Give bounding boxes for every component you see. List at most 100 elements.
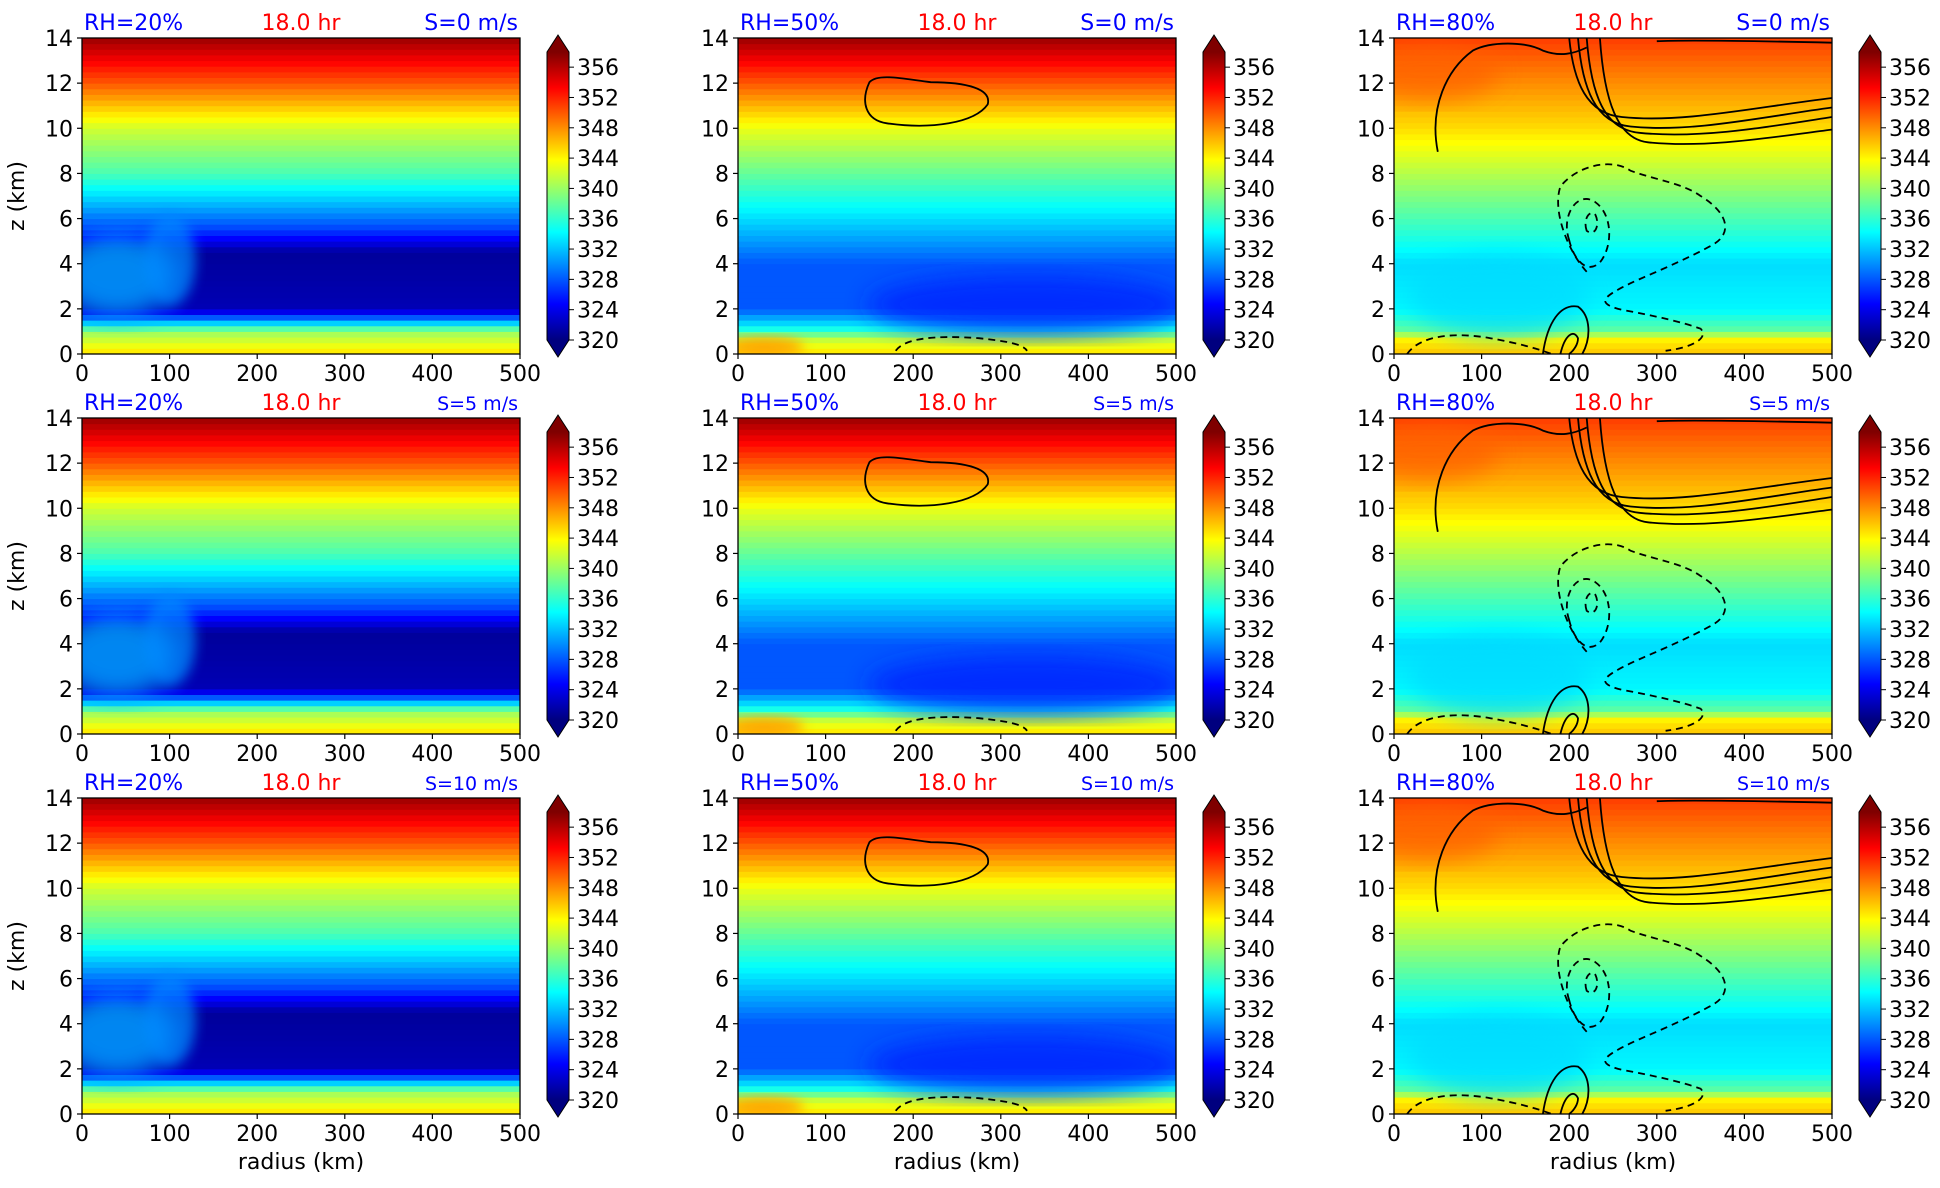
- field-band: [1394, 479, 1832, 487]
- colorbar-tick-label: 344: [577, 527, 619, 552]
- field-band: [738, 870, 1176, 878]
- field-band: [738, 899, 1176, 906]
- contour-fill: [1394, 798, 1832, 1114]
- x-tick-label: 200: [892, 1122, 934, 1147]
- x-tick-label: 0: [75, 742, 89, 767]
- contour-negative: [1406, 334, 1553, 354]
- y-tick-label: 2: [59, 678, 73, 703]
- field-band: [738, 496, 1176, 504]
- field-band: [1394, 699, 1832, 707]
- y-tick-label: 0: [59, 343, 73, 368]
- colorbar-tick-label: 332: [1233, 238, 1275, 263]
- field-band: [738, 1017, 1176, 1025]
- field-band: [1394, 1068, 1832, 1075]
- field-band: [82, 325, 520, 332]
- field-band: [82, 955, 520, 963]
- field-band: [1394, 297, 1832, 304]
- colorbar-extend-max: [547, 35, 569, 52]
- field-band: [1394, 251, 1832, 259]
- y-tick-label: 8: [59, 922, 73, 947]
- colorbar-tick-label: 324: [1233, 1059, 1275, 1084]
- field-band: [1394, 677, 1832, 684]
- field-band: [738, 161, 1176, 169]
- time-label: 18.0 hr: [262, 11, 342, 36]
- y-tick-label: 4: [1371, 1013, 1385, 1038]
- field-band: [1394, 1074, 1832, 1081]
- field-band: [738, 88, 1176, 95]
- axes-frame: [737, 37, 1177, 355]
- colorbar-tick-label: 336: [1233, 968, 1275, 993]
- field-band: [82, 263, 520, 270]
- field-band: [738, 603, 1176, 611]
- field-band: [82, 257, 520, 265]
- field-band: [738, 485, 1176, 492]
- colorbar-tick-label: 332: [1233, 618, 1275, 643]
- x-tick-label: 200: [1548, 1122, 1590, 1147]
- field-band: [82, 899, 520, 906]
- field-band: [1394, 268, 1832, 276]
- y-tick-label: 14: [1357, 27, 1385, 52]
- field-band: [738, 798, 1176, 805]
- field-band: [1394, 682, 1832, 690]
- field-band: [82, 682, 520, 690]
- field-band: [82, 859, 520, 867]
- y-tick-label: 4: [59, 1013, 73, 1038]
- field-band: [1394, 938, 1832, 946]
- field-band: [82, 1090, 520, 1098]
- field-band: [82, 268, 520, 276]
- field-band: [82, 502, 520, 509]
- colorbar-tick-label: 332: [1889, 238, 1931, 263]
- contour-fill: [82, 798, 520, 1114]
- field-band: [1394, 581, 1832, 588]
- y-tick-label: 12: [701, 72, 729, 97]
- contour-negative: [1566, 198, 1611, 268]
- field-band: [738, 462, 1176, 470]
- field-band: [1394, 336, 1832, 344]
- field-band: [738, 978, 1176, 985]
- field-band: [82, 995, 520, 1002]
- field-band: [82, 887, 520, 895]
- field-band: [738, 71, 1176, 78]
- shear-label: S=5 m/s: [437, 393, 518, 415]
- field-anomaly: [1409, 1015, 1590, 1096]
- x-tick-label: 400: [411, 742, 453, 767]
- shear-label: S=10 m/s: [1081, 773, 1174, 795]
- field-band: [738, 223, 1176, 231]
- field-band: [1394, 524, 1832, 532]
- contour-positive: [1656, 39, 1832, 44]
- field-band: [82, 631, 520, 639]
- field-band: [1394, 206, 1832, 214]
- field-band: [1394, 592, 1832, 600]
- field-band: [738, 251, 1176, 259]
- field-band: [82, 569, 520, 577]
- field-band: [738, 865, 1176, 872]
- colorbar: 320 324 328 332 336 340 344 348 352 356: [1858, 794, 1931, 1118]
- colorbar-tick-label: 344: [1233, 147, 1275, 172]
- field-band: [738, 212, 1176, 220]
- field-band: [1394, 552, 1832, 560]
- y-tick-label: 4: [715, 1013, 729, 1038]
- contour-lines: [1406, 418, 1832, 734]
- shear-label: S=0 m/s: [1080, 11, 1174, 36]
- field-band: [1394, 195, 1832, 203]
- contour-negative: [1584, 212, 1599, 234]
- field-band: [82, 1074, 520, 1081]
- field-band: [82, 558, 520, 566]
- y-tick-label: 0: [715, 1103, 729, 1128]
- x-tick-label: 0: [75, 1122, 89, 1147]
- colorbar-tick-label: 320: [1233, 1089, 1275, 1114]
- colorbar-body: [1203, 812, 1225, 1100]
- shear-label: S=10 m/s: [425, 773, 518, 795]
- field-band: [1394, 955, 1832, 963]
- y-tick-label: 2: [715, 678, 729, 703]
- y-tick-label: 2: [715, 298, 729, 323]
- panel-rh20-s0: 0 100 200 300 400 500 0 2 4 6 8 10 12 14 RH=20% 18.0 hr…: [5, 11, 619, 387]
- colorbar-tick-label: 324: [1233, 679, 1275, 704]
- field-band: [82, 496, 520, 504]
- field-band: [82, 99, 520, 107]
- field-band: [1394, 808, 1832, 816]
- colorbar-tick-label: 352: [577, 466, 619, 491]
- colorbar: 320 324 328 332 336 340 344 348 352 356: [1858, 414, 1931, 738]
